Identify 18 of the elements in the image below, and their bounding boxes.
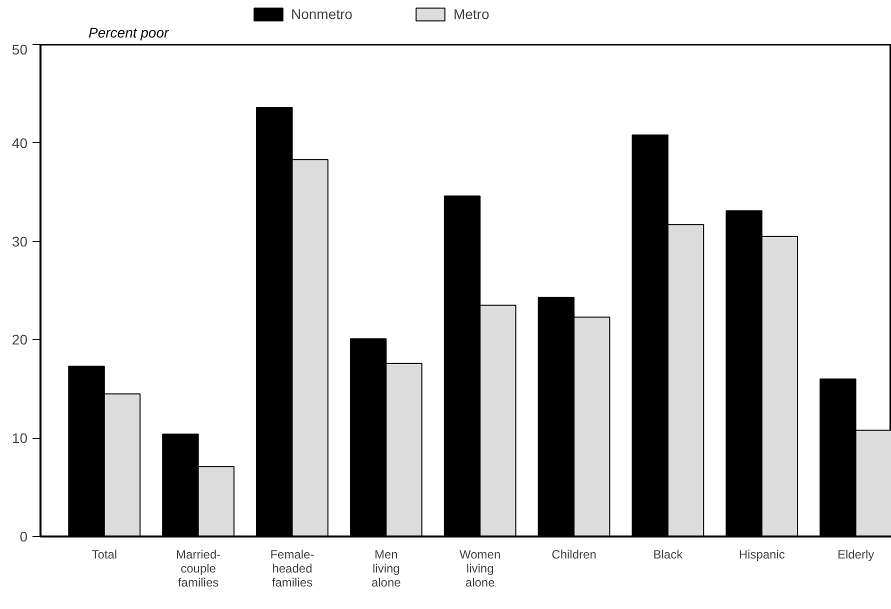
x-tick-label: Female- headed families <box>270 548 314 590</box>
x-tick-label: Hispanic <box>738 548 785 562</box>
y-tick-label: 40 <box>12 134 28 151</box>
x-tick-label: Black <box>653 548 684 562</box>
legend-label: Nonmetro <box>291 6 352 22</box>
x-tick-label: Married- couple families <box>176 548 221 590</box>
x-tick-label: Total <box>92 548 118 562</box>
legend-label: Metro <box>453 6 490 22</box>
x-tick-label: Women living alone <box>460 548 501 590</box>
y-tick-label: 10 <box>12 430 28 446</box>
y-tick-label: 50 <box>12 42 28 58</box>
x-tick-label: Children <box>552 548 596 562</box>
y-tick-label: 20 <box>12 332 28 348</box>
x-tick-label: Men living alone <box>371 548 402 590</box>
x-tick-label: Elderly <box>837 548 874 562</box>
y-axis-title: Percent poor <box>88 24 170 40</box>
y-tick-label: 0 <box>20 528 28 544</box>
y-tick-label: 30 <box>12 233 28 250</box>
